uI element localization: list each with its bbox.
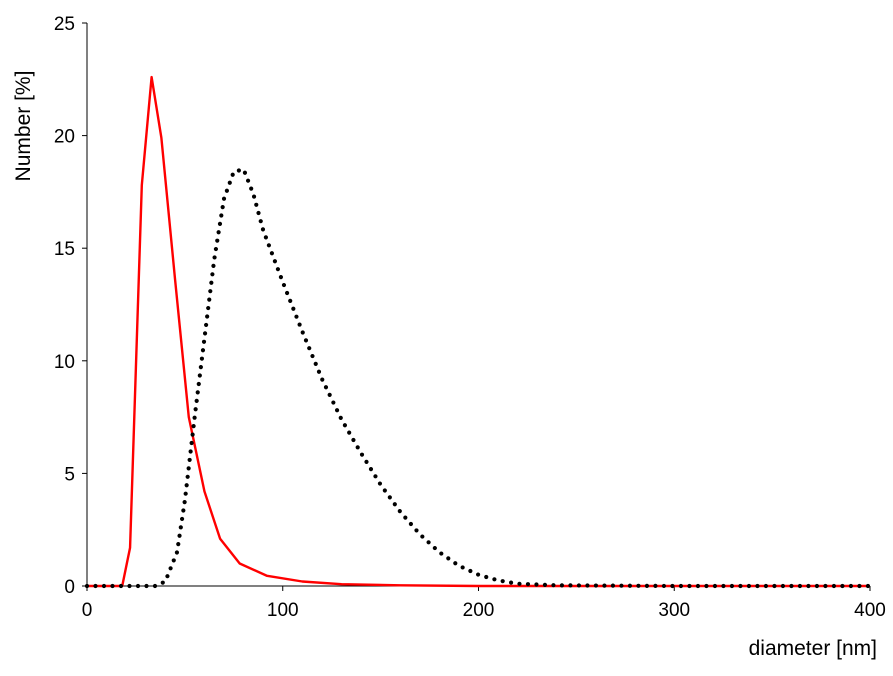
labels: diameter [nm] Number [%]	[12, 71, 877, 660]
axes: 0 5 10 15 20 25 0 100 200 300 400	[54, 14, 886, 621]
y-tick-label: 20	[54, 127, 75, 148]
x-tick-label: 200	[463, 600, 495, 621]
x-axis-title: diameter [nm]	[749, 637, 877, 660]
y-axis-title: Number [%]	[12, 71, 35, 182]
y-tick-label: 5	[64, 464, 75, 485]
y-tick-label: 15	[54, 239, 75, 260]
series-line-2	[84, 167, 873, 589]
x-tick-label: 100	[267, 600, 299, 621]
series-line-1	[87, 75, 870, 588]
x-tick-label: 400	[854, 600, 886, 621]
y-tick-label: 0	[64, 577, 75, 598]
series-layer	[84, 75, 873, 589]
x-tick-label: 300	[658, 600, 690, 621]
x-tick-label: 0	[82, 600, 93, 621]
y-tick-label: 10	[54, 352, 75, 373]
y-tick-label: 25	[54, 14, 75, 35]
